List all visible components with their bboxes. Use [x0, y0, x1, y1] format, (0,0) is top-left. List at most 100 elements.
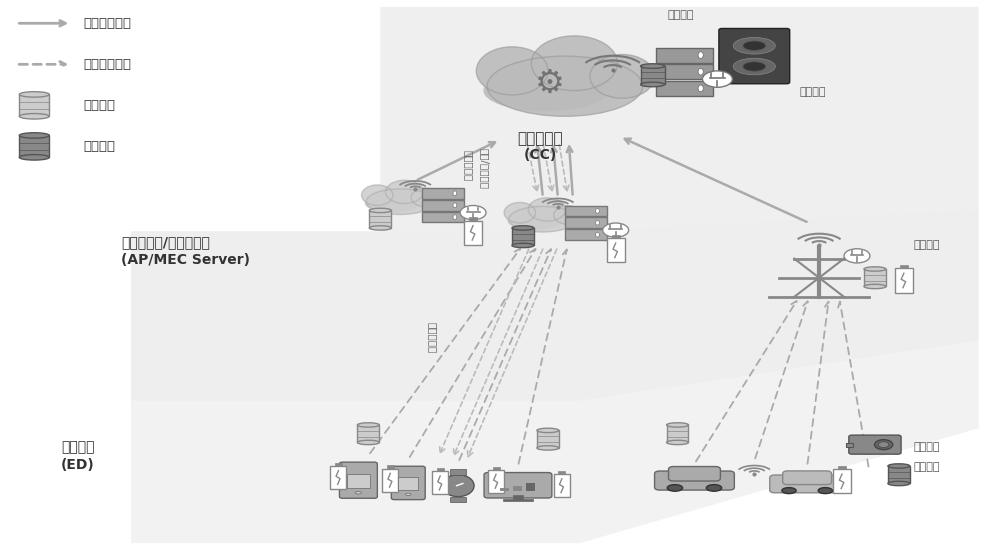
Ellipse shape [355, 491, 362, 494]
Ellipse shape [411, 188, 440, 207]
Bar [537, 431, 559, 448]
Ellipse shape [483, 70, 608, 112]
Ellipse shape [878, 442, 889, 448]
FancyBboxPatch shape [719, 29, 790, 84]
Text: (CC): (CC) [523, 147, 557, 162]
Bar [846, 443, 853, 447]
Ellipse shape [357, 440, 379, 444]
Ellipse shape [596, 232, 599, 237]
Ellipse shape [442, 475, 474, 497]
Bar [512, 228, 534, 245]
Bar [656, 81, 713, 96]
Text: 传输能耗: 传输能耗 [914, 461, 940, 471]
Ellipse shape [888, 464, 910, 468]
Text: 有线传输链路: 有线传输链路 [83, 17, 131, 30]
Bar [565, 206, 607, 216]
Ellipse shape [405, 493, 411, 496]
Bar [347, 474, 370, 488]
FancyBboxPatch shape [339, 462, 377, 498]
Ellipse shape [528, 198, 566, 221]
Ellipse shape [667, 423, 688, 427]
Text: ⚙: ⚙ [535, 67, 565, 100]
Bar [513, 486, 522, 491]
Ellipse shape [641, 64, 665, 68]
Text: 原始数据: 原始数据 [83, 99, 115, 112]
Bar [656, 64, 713, 79]
Ellipse shape [537, 428, 559, 433]
Bar [558, 471, 565, 474]
Bar [488, 470, 504, 493]
Ellipse shape [19, 113, 49, 119]
Ellipse shape [19, 92, 49, 97]
Ellipse shape [509, 206, 577, 232]
Ellipse shape [386, 180, 423, 204]
Ellipse shape [702, 71, 732, 87]
Bar [387, 465, 394, 469]
Bar [503, 499, 533, 501]
Ellipse shape [369, 226, 391, 230]
Bar [667, 425, 688, 442]
Text: 计算/传输资源: 计算/传输资源 [479, 148, 489, 189]
FancyBboxPatch shape [484, 472, 552, 498]
Ellipse shape [460, 206, 486, 220]
Bar [369, 211, 391, 228]
Ellipse shape [596, 221, 599, 225]
Ellipse shape [531, 36, 617, 91]
Ellipse shape [782, 488, 796, 493]
Bar [382, 469, 398, 492]
Ellipse shape [743, 62, 766, 71]
Bar [493, 466, 500, 470]
Ellipse shape [875, 439, 893, 450]
Text: 无线传输链路: 无线传输链路 [83, 58, 131, 71]
Text: 冷却能耗: 冷却能耗 [799, 87, 826, 97]
Bar [500, 488, 509, 491]
Bar [565, 229, 607, 240]
Bar [19, 95, 49, 116]
Bar [464, 221, 482, 245]
Ellipse shape [698, 52, 703, 58]
Bar [422, 212, 464, 222]
Bar [432, 471, 448, 494]
Ellipse shape [453, 203, 457, 208]
Ellipse shape [512, 243, 534, 248]
Text: 云计算中心: 云计算中心 [517, 131, 563, 146]
Bar [398, 477, 418, 491]
Ellipse shape [698, 85, 703, 92]
Ellipse shape [369, 208, 391, 213]
Ellipse shape [864, 284, 886, 289]
Bar [357, 425, 379, 442]
Text: 报酬和调度: 报酬和调度 [463, 150, 473, 181]
FancyBboxPatch shape [669, 466, 720, 481]
Polygon shape [380, 7, 979, 231]
Bar [526, 483, 535, 491]
Ellipse shape [453, 214, 457, 219]
Bar [565, 217, 607, 228]
Ellipse shape [537, 446, 559, 450]
Bar [330, 466, 346, 489]
Text: 计算结果: 计算结果 [83, 140, 115, 153]
Ellipse shape [476, 47, 548, 95]
Ellipse shape [19, 155, 49, 160]
Ellipse shape [641, 82, 665, 87]
Bar [864, 269, 886, 287]
FancyBboxPatch shape [849, 435, 901, 454]
Bar [895, 268, 913, 293]
Bar [422, 200, 464, 211]
Bar [469, 217, 477, 221]
Ellipse shape [603, 223, 629, 237]
Ellipse shape [844, 249, 870, 263]
Text: 无线接入点/边缘服务器: 无线接入点/边缘服务器 [121, 235, 210, 249]
Ellipse shape [453, 191, 457, 196]
Bar [19, 135, 49, 157]
Bar [450, 469, 466, 475]
Bar [437, 468, 444, 471]
FancyBboxPatch shape [783, 471, 832, 485]
Ellipse shape [504, 202, 536, 223]
Text: 计算能耗: 计算能耗 [668, 10, 694, 20]
Ellipse shape [512, 226, 534, 230]
Ellipse shape [362, 185, 393, 205]
Bar [833, 469, 851, 493]
Ellipse shape [554, 206, 582, 224]
Ellipse shape [590, 54, 655, 98]
Bar [513, 495, 523, 500]
